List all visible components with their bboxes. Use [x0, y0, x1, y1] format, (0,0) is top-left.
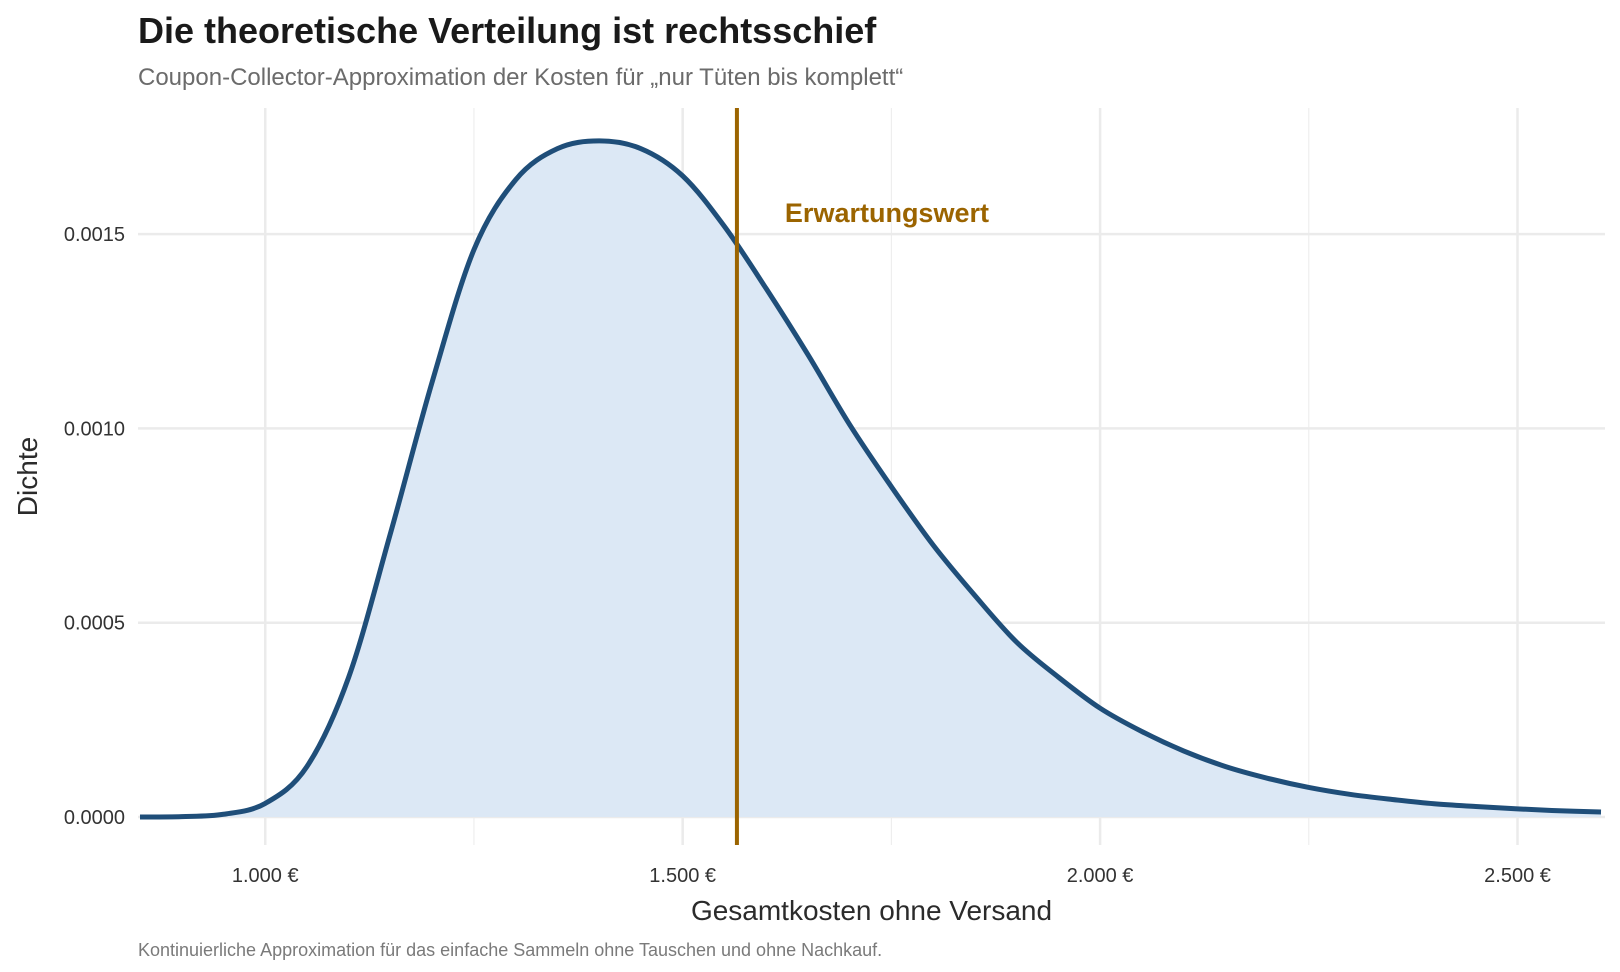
y-tick-label: 0.0005 — [64, 613, 125, 635]
density-line — [139, 138, 1602, 820]
chart-subtitle: Coupon-Collector-Approximation der Koste… — [138, 64, 904, 91]
chart-title: Die theoretische Verteilung ist rechtssc… — [138, 10, 877, 51]
y-axis-ticks: 0.0000 0.0005 0.0010 0.0015 — [64, 224, 125, 829]
x-tick-label: 2.000 € — [1067, 865, 1134, 887]
expected-value-label: Erwartungswert — [785, 198, 989, 228]
x-axis-title: Gesamtkosten ohne Versand — [691, 895, 1052, 926]
y-tick-label: 0.0015 — [64, 224, 125, 246]
chart-caption: Kontinuierliche Approximation für das ei… — [138, 940, 883, 960]
y-axis-title: Dichte — [12, 437, 43, 516]
y-tick-label: 0.0000 — [64, 807, 125, 829]
x-tick-label: 2.500 € — [1484, 865, 1551, 887]
y-tick-label: 0.0010 — [64, 418, 125, 440]
density-area — [140, 140, 1601, 817]
x-tick-label: 1.500 € — [649, 865, 716, 887]
x-axis-ticks: 1.000 € 1.500 € 2.000 € 2.500 € — [232, 865, 1551, 887]
x-tick-label: 1.000 € — [232, 865, 299, 887]
